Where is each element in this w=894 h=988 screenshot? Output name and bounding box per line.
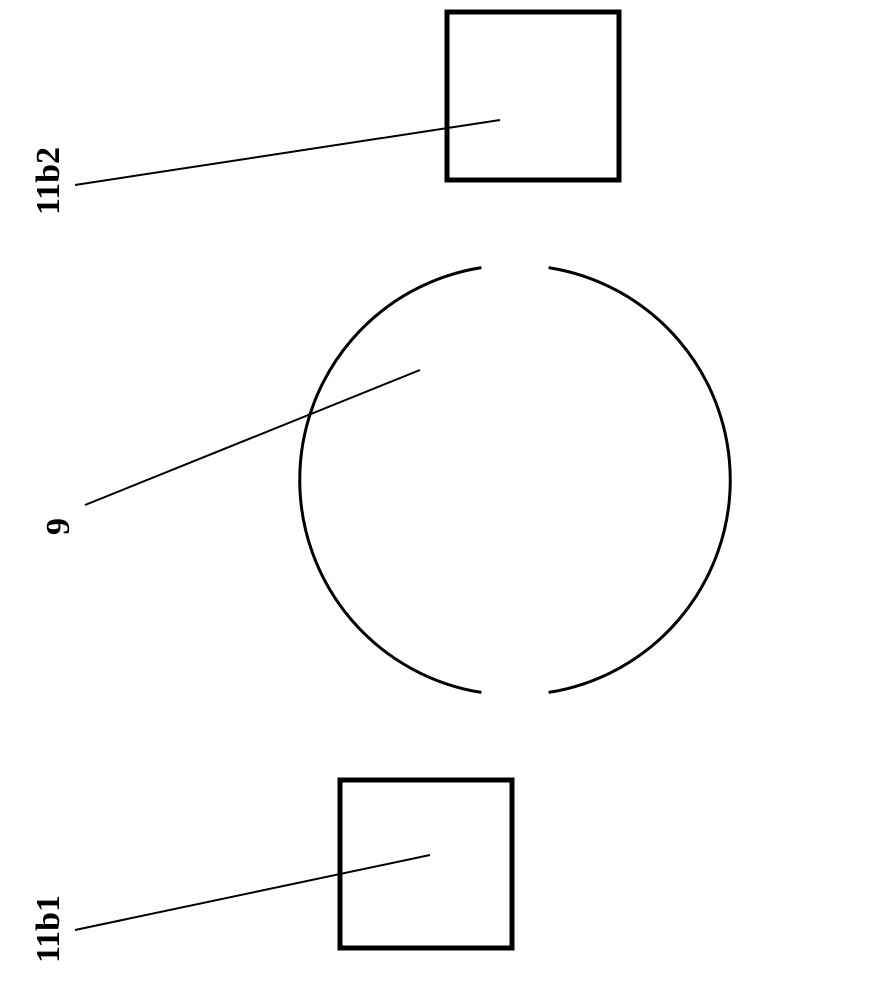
bottom-box: [340, 780, 512, 948]
diagram-canvas: [0, 0, 894, 988]
label-top-box: 11b2: [30, 147, 68, 215]
leader-bottom: [75, 855, 430, 930]
label-bottom-box: 11b1: [30, 895, 68, 963]
label-center: 9: [40, 518, 78, 535]
ring-arc-left: [300, 268, 482, 693]
leader-center: [85, 370, 420, 505]
top-box: [447, 12, 619, 180]
leader-top: [75, 120, 500, 185]
ring-arc-right: [549, 268, 731, 693]
